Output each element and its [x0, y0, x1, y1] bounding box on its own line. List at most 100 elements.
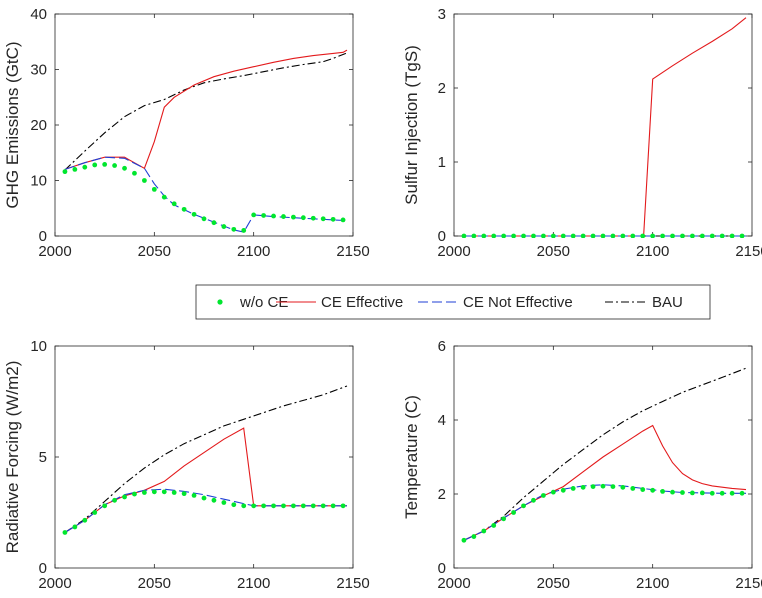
point-w-o-ce [550, 489, 556, 495]
point-w-o-ce [560, 233, 566, 238]
series-ce-effective [64, 49, 348, 170]
y-tick-label: 1 [438, 154, 446, 171]
point-w-o-ce [181, 491, 187, 497]
point-w-o-ce [191, 493, 197, 498]
point-w-o-ce [300, 503, 306, 509]
axes-box [54, 345, 354, 569]
point-w-o-ce [72, 524, 78, 530]
point-w-o-ce [132, 170, 137, 176]
point-w-o-ce [531, 233, 536, 238]
point-w-o-ce [640, 233, 646, 238]
point-w-o-ce [330, 503, 336, 509]
point-w-o-ce [670, 489, 675, 495]
legend-entry-ce-not-effective: CE Not Effective [418, 294, 573, 311]
y-tick-label: 6 [438, 338, 446, 355]
line-ce-effective [64, 49, 348, 170]
point-w-o-ce [501, 233, 507, 238]
point-w-o-ce [62, 530, 68, 535]
point-w-o-ce [62, 169, 68, 175]
point-w-o-ce [650, 487, 656, 493]
point-w-o-ce [481, 233, 487, 238]
series-w-o-ce [62, 489, 346, 535]
y-tick-label: 5 [39, 449, 47, 466]
point-w-o-ce [122, 165, 127, 171]
point-w-o-ce [699, 233, 705, 238]
x-tick-label: 2100 [237, 575, 270, 592]
y-tick-label: 0 [438, 228, 446, 245]
y-axis-label: Temperature (C) [402, 395, 421, 519]
point-w-o-ce [271, 503, 276, 509]
point-w-o-ce [660, 489, 665, 494]
series-group [62, 49, 348, 233]
point-w-o-ce [340, 503, 346, 509]
line-bau [64, 385, 348, 533]
point-w-o-ce [670, 233, 675, 238]
point-w-o-ce [310, 215, 316, 221]
point-w-o-ce [92, 510, 98, 515]
point-w-o-ce [580, 484, 586, 490]
series-group [62, 385, 348, 535]
point-w-o-ce [521, 233, 526, 238]
point-w-o-ce [541, 233, 546, 238]
point-w-o-ce [271, 213, 276, 219]
legend: w/o CE CE Effective CE Not Effective BAU [195, 284, 711, 320]
point-w-o-ce [590, 233, 596, 238]
legend-entry-ce-effective: CE Effective [276, 294, 403, 311]
point-w-o-ce [511, 510, 516, 515]
point-w-o-ce [600, 483, 606, 489]
point-w-o-ce [521, 503, 526, 509]
legend-label-ce-effective: CE Effective [321, 294, 403, 311]
legend-label-bau: BAU [652, 294, 683, 311]
point-w-o-ce [122, 494, 127, 500]
point-w-o-ce [550, 233, 556, 238]
point-w-o-ce [171, 201, 177, 207]
y-tick-label: 2 [438, 80, 446, 97]
point-w-o-ce [501, 516, 507, 522]
point-w-o-ce [570, 486, 576, 491]
point-w-o-ce [709, 233, 715, 238]
x-tick-label: 2050 [138, 243, 171, 260]
point-w-o-ce [211, 220, 217, 226]
point-w-o-ce [531, 497, 536, 503]
point-w-o-ce [739, 233, 745, 238]
point-w-o-ce [570, 233, 576, 238]
point-w-o-ce [231, 502, 237, 508]
point-w-o-ce [82, 517, 88, 523]
y-axis-label: Sulfur Injection (TgS) [402, 45, 421, 205]
point-w-o-ce [610, 233, 616, 238]
point-w-o-ce [320, 216, 326, 222]
point-w-o-ce [151, 186, 157, 192]
point-w-o-ce [261, 503, 266, 509]
point-w-o-ce [201, 216, 207, 222]
y-tick-label: 4 [438, 412, 446, 429]
point-w-o-ce [491, 523, 497, 528]
x-tick-label: 2000 [38, 575, 71, 592]
point-w-o-ce [709, 490, 715, 496]
point-w-o-ce [310, 503, 316, 509]
point-w-o-ce [221, 500, 227, 505]
y-tick-label: 0 [39, 560, 47, 577]
x-tick-label: 2100 [636, 575, 669, 592]
line-bau [463, 367, 747, 541]
point-w-o-ce [92, 162, 98, 168]
point-w-o-ce [291, 214, 296, 220]
point-w-o-ce [142, 178, 147, 183]
axes-box [54, 13, 354, 237]
series-bau [64, 385, 348, 533]
point-w-o-ce [142, 490, 147, 495]
x-tick-label: 2150 [336, 575, 369, 592]
x-tick-label: 2100 [237, 243, 270, 260]
series-w-o-ce [62, 162, 346, 233]
point-w-o-ce [231, 226, 237, 232]
legend-label-ce-not-effective: CE Not Effective [463, 294, 573, 311]
x-tick-label: 2150 [735, 243, 762, 260]
point-w-o-ce [161, 194, 167, 200]
y-tick-label: 40 [30, 6, 47, 23]
point-w-o-ce [690, 233, 695, 238]
point-w-o-ce [590, 484, 596, 489]
axes-box [453, 13, 753, 237]
point-w-o-ce [340, 217, 346, 223]
legend-entry-w-o-ce: w/o CE [217, 294, 288, 311]
point-w-o-ce [660, 233, 665, 238]
point-w-o-ce [211, 497, 217, 503]
